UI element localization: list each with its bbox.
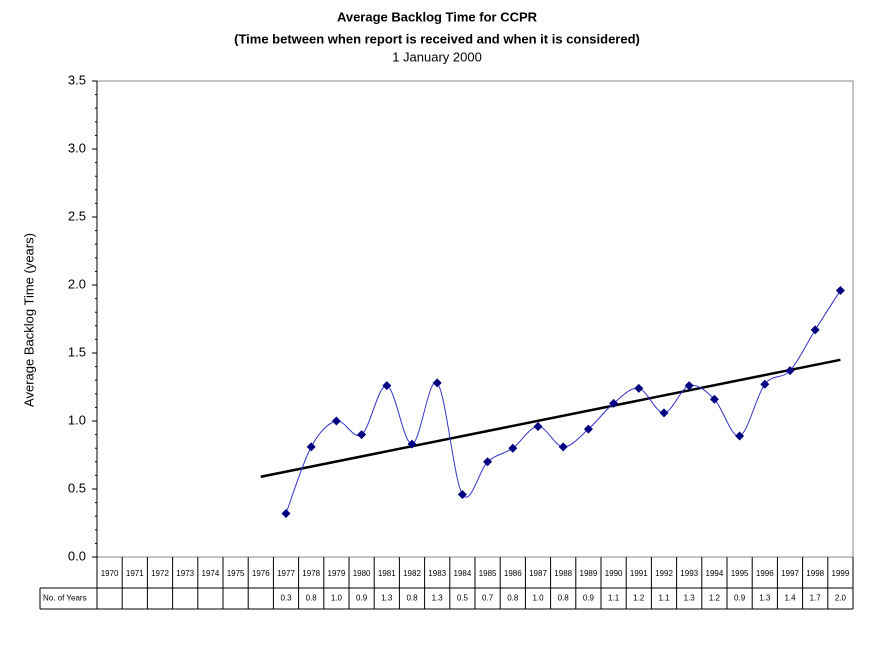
data-point — [483, 457, 493, 467]
table-value: 1.4 — [784, 594, 796, 603]
table-value: 1.2 — [709, 594, 721, 603]
data-point — [558, 442, 568, 452]
data-point — [306, 442, 316, 452]
table-value: 0.9 — [734, 594, 746, 603]
table-value: 0.9 — [583, 594, 595, 603]
x-tick-label: 1995 — [731, 569, 749, 578]
y-tick-label: 0.0 — [68, 548, 86, 563]
data-point — [583, 424, 593, 434]
x-tick-label: 1986 — [504, 569, 522, 578]
table-value: 0.5 — [457, 594, 469, 603]
data-point — [810, 325, 820, 335]
x-tick-label: 1983 — [428, 569, 446, 578]
data-point — [432, 378, 442, 388]
data-point — [331, 416, 341, 426]
data-point — [735, 431, 745, 441]
table-value: 0.8 — [306, 594, 318, 603]
table-value: 1.0 — [331, 594, 343, 603]
table-value: 1.7 — [810, 594, 822, 603]
table-row-label: No. of Years — [43, 594, 87, 603]
x-tick-label: 1991 — [630, 569, 648, 578]
x-tick-label: 1984 — [454, 569, 472, 578]
data-point — [357, 430, 367, 440]
x-tick-label: 1975 — [227, 569, 245, 578]
data-point — [407, 439, 417, 449]
y-axis-label: Average Backlog Time (years) — [21, 233, 36, 407]
x-tick-label: 1980 — [353, 569, 371, 578]
data-point — [281, 508, 291, 518]
data-point — [760, 379, 770, 389]
data-point — [533, 421, 543, 431]
x-tick-label: 1999 — [832, 569, 850, 578]
x-tick-label: 1970 — [101, 569, 119, 578]
x-tick-label: 1992 — [655, 569, 673, 578]
table-value: 0.9 — [356, 594, 368, 603]
y-tick-label: 2.0 — [68, 276, 86, 291]
x-tick-label: 1976 — [252, 569, 270, 578]
x-tick-label: 1997 — [781, 569, 799, 578]
trendline — [260, 358, 841, 478]
table-value: 1.2 — [633, 594, 645, 603]
table-value: 0.3 — [280, 594, 292, 603]
table-value: 0.8 — [507, 594, 519, 603]
x-tick-label: 1998 — [806, 569, 824, 578]
y-tick-label: 0.5 — [68, 480, 86, 495]
data-point — [785, 366, 795, 376]
table-value: 1.0 — [532, 594, 544, 603]
data-point — [634, 383, 644, 393]
data-point — [659, 408, 669, 418]
x-tick-label: 1987 — [529, 569, 547, 578]
y-tick-label: 1.0 — [68, 412, 86, 427]
x-tick-label: 1989 — [580, 569, 598, 578]
x-tick-label: 1973 — [176, 569, 194, 578]
table-value: 1.3 — [759, 594, 771, 603]
x-tick-label: 1985 — [479, 569, 497, 578]
x-tick-label: 1988 — [554, 569, 572, 578]
x-tick-label: 1993 — [680, 569, 698, 578]
x-tick-label: 1990 — [605, 569, 623, 578]
y-tick-label: 2.5 — [68, 208, 86, 223]
data-point — [609, 398, 619, 408]
chart-subtitle: (Time between when report is received an… — [234, 31, 640, 46]
x-tick-label: 1972 — [151, 569, 169, 578]
table-value: 1.3 — [381, 594, 393, 603]
data-point — [457, 489, 467, 499]
y-tick-label: 3.5 — [68, 72, 86, 87]
table-value: 1.3 — [432, 594, 444, 603]
data-point — [709, 394, 719, 404]
table-value: 1.3 — [684, 594, 696, 603]
data-point — [835, 285, 845, 295]
y-tick-label: 1.5 — [68, 344, 86, 359]
table-value: 0.8 — [406, 594, 418, 603]
data-point — [684, 381, 694, 391]
x-tick-label: 1971 — [126, 569, 144, 578]
chart-title: Average Backlog Time for CCPR — [337, 9, 538, 24]
x-tick-label: 1996 — [756, 569, 774, 578]
table-value: 2.0 — [835, 594, 847, 603]
x-tick-label: 1981 — [378, 569, 396, 578]
x-tick-label: 1994 — [706, 569, 724, 578]
table-value: 1.1 — [658, 594, 670, 603]
data-point — [508, 443, 518, 453]
chart-date: 1 January 2000 — [392, 49, 482, 64]
x-tick-label: 1977 — [277, 569, 295, 578]
x-tick-label: 1974 — [202, 569, 220, 578]
x-tick-label: 1982 — [403, 569, 421, 578]
table-value: 0.8 — [558, 594, 570, 603]
y-tick-label: 3.0 — [68, 140, 86, 155]
series-line — [285, 290, 841, 514]
x-tick-label: 1979 — [328, 569, 346, 578]
table-value: 1.1 — [608, 594, 620, 603]
x-tick-label: 1978 — [302, 569, 320, 578]
data-point — [382, 381, 392, 391]
table-value: 0.7 — [482, 594, 494, 603]
